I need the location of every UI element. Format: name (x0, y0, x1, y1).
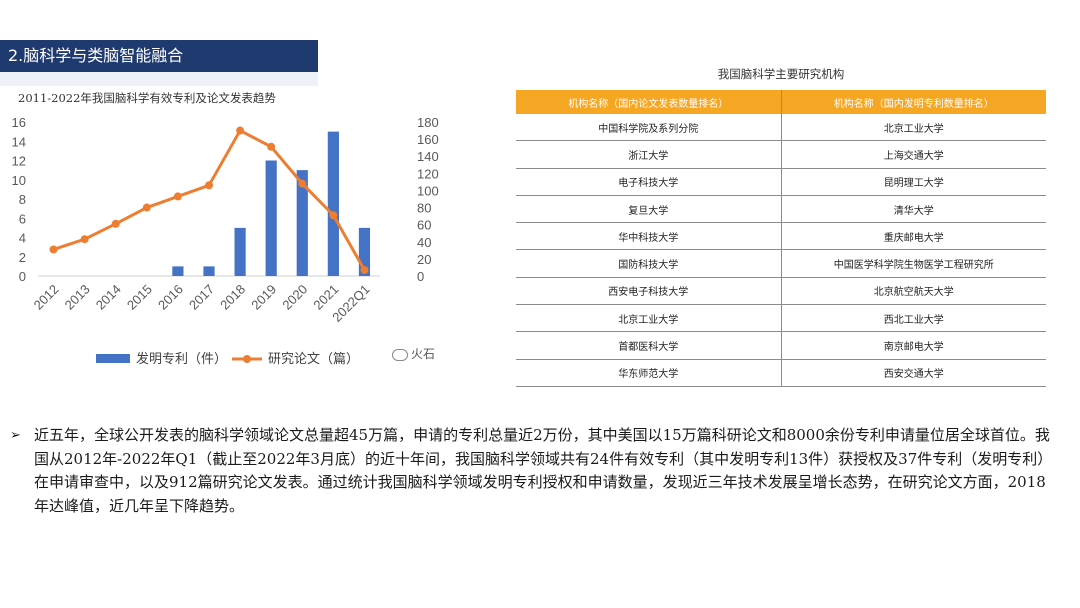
y-left-tick-label: 14 (12, 134, 26, 149)
paper-point (173, 192, 182, 201)
x-tick-label: 2017 (186, 282, 217, 313)
cell-paper-institution: 国防科技大学 (516, 249, 782, 278)
paper-point (298, 179, 307, 188)
summary-bullet: ➢ 近五年，全球公开发表的脑科学领域论文总量超45万篇，申请的专利总量近2万份，… (10, 424, 1060, 518)
x-tick-label: 2012 (31, 282, 62, 313)
table-row: 西安电子科技大学 北京航空航天大学 (516, 277, 1046, 306)
cell-patent-institution: 西安交通大学 (781, 359, 1046, 387)
cell-patent-institution: 北京航空航天大学 (781, 277, 1046, 306)
y-left-tick-label: 8 (19, 192, 26, 207)
patent-paper-chart: 0246810121416020406080100120140160180201… (12, 115, 439, 367)
chart-title: 2011-2022年我国脑科学有效专利及论文发表趋势 (18, 91, 276, 105)
header-papers-rank: 机构名称（国内论文发表数量排名） (516, 90, 782, 114)
summary-text: 近五年，全球公开发表的脑科学领域论文总量超45万篇，申请的专利总量近2万份，其中… (34, 426, 1053, 515)
y-right-tick-label: 20 (417, 252, 431, 267)
watermark-logo-icon (392, 348, 408, 361)
table-title: 我国脑科学主要研究机构 (717, 67, 845, 81)
patent-bar (296, 170, 308, 276)
y-right-tick-label: 140 (417, 149, 439, 164)
table-row: 北京工业大学 西北工业大学 (516, 304, 1046, 333)
patent-bar (358, 227, 371, 276)
y-right-tick-label: 160 (417, 132, 439, 147)
x-tick-label: 2020 (279, 282, 310, 313)
paper-point (360, 266, 369, 275)
y-right-tick-label: 120 (417, 166, 439, 181)
y-right-tick-label: 60 (417, 218, 431, 233)
y-left-tick-label: 12 (12, 154, 26, 169)
y-left-tick-label: 0 (19, 269, 26, 284)
paper-point (111, 219, 120, 228)
table-row: 中国科学院及系列分院 北京工业大学 (516, 114, 1046, 142)
y-left-tick-label: 6 (19, 211, 26, 226)
x-tick-label: 2018 (217, 282, 248, 313)
table-row: 华东师范大学 西安交通大学 (516, 359, 1046, 387)
x-tick-label: 2019 (248, 282, 279, 313)
section-title: 2.脑科学与类脑智能融合 (0, 40, 318, 72)
cell-patent-institution: 清华大学 (781, 195, 1046, 224)
paper-point (329, 211, 338, 220)
table-row: 电子科技大学 昆明理工大学 (516, 168, 1046, 196)
y-right-tick-label: 80 (417, 201, 431, 216)
cell-paper-institution: 浙江大学 (516, 140, 782, 169)
paper-point (49, 245, 58, 254)
paper-point (267, 142, 276, 151)
y-right-tick-label: 0 (417, 269, 424, 284)
cell-paper-institution: 华东师范大学 (516, 359, 782, 387)
watermark-text: 火石 (411, 347, 436, 361)
paper-series-line (53, 129, 366, 271)
patent-bar (265, 160, 277, 276)
institutions-table: 机构名称（国内论文发表数量排名） 机构名称（国内发明专利数量排名） 中国科学院及… (516, 90, 1046, 387)
table-row: 复旦大学 清华大学 (516, 195, 1046, 224)
patent-bar (203, 266, 215, 276)
bullet-arrow-icon: ➢ (10, 428, 21, 443)
table-row: 国防科技大学 中国医学科学院生物医学工程研究所 (516, 249, 1046, 278)
legend-patent-label: 发明专利（件） (136, 351, 227, 367)
paper-point (236, 126, 245, 135)
y-left-tick-label: 10 (12, 173, 26, 188)
table-header-row: 机构名称（国内论文发表数量排名） 机构名称（国内发明专利数量排名） (516, 90, 1046, 114)
cell-paper-institution: 西安电子科技大学 (516, 277, 782, 306)
paper-point (205, 181, 213, 190)
table-row: 浙江大学 上海交通大学 (516, 140, 1046, 169)
cell-paper-institution: 北京工业大学 (516, 304, 782, 333)
patent-bar (327, 131, 339, 276)
x-tick-label: 2013 (62, 282, 93, 313)
y-left-tick-label: 2 (19, 250, 26, 265)
y-right-tick-label: 40 (417, 235, 431, 250)
cell-paper-institution: 华中科技大学 (516, 222, 782, 251)
cell-patent-institution: 南京邮电大学 (781, 331, 1046, 360)
table-row: 首都医科大学 南京邮电大学 (516, 331, 1046, 360)
cell-patent-institution: 昆明理工大学 (781, 168, 1046, 196)
cell-paper-institution: 电子科技大学 (516, 168, 782, 196)
legend-patent-swatch (96, 354, 130, 363)
x-tick-label: 2015 (124, 282, 155, 313)
y-right-tick-label: 180 (417, 115, 439, 130)
cell-patent-institution: 重庆邮电大学 (781, 222, 1046, 251)
x-tick-label: 2016 (155, 282, 186, 313)
cell-patent-institution: 中国医学科学院生物医学工程研究所 (781, 249, 1046, 278)
y-left-tick-label: 16 (12, 115, 26, 130)
header-patents-rank: 机构名称（国内发明专利数量排名） (781, 90, 1046, 114)
section-subtitle-bar (0, 72, 318, 86)
cell-patent-institution: 北京工业大学 (781, 114, 1046, 142)
legend-paper-label: 研究论文（篇） (268, 352, 359, 367)
cell-paper-institution: 中国科学院及系列分院 (516, 114, 782, 142)
paper-point (80, 235, 89, 244)
y-right-tick-label: 100 (417, 183, 439, 198)
legend-paper-marker (243, 355, 251, 363)
cell-patent-institution: 上海交通大学 (781, 140, 1046, 169)
patent-bar (172, 266, 184, 276)
patent-bar (234, 227, 246, 276)
y-left-tick-label: 4 (19, 231, 26, 246)
cell-paper-institution: 首都医科大学 (516, 331, 782, 360)
x-tick-label: 2014 (93, 282, 124, 313)
watermark: 火石 (392, 345, 435, 362)
cell-paper-institution: 复旦大学 (516, 195, 782, 224)
table-row: 华中科技大学 重庆邮电大学 (516, 222, 1046, 251)
cell-patent-institution: 西北工业大学 (781, 304, 1046, 333)
paper-point (142, 203, 151, 212)
